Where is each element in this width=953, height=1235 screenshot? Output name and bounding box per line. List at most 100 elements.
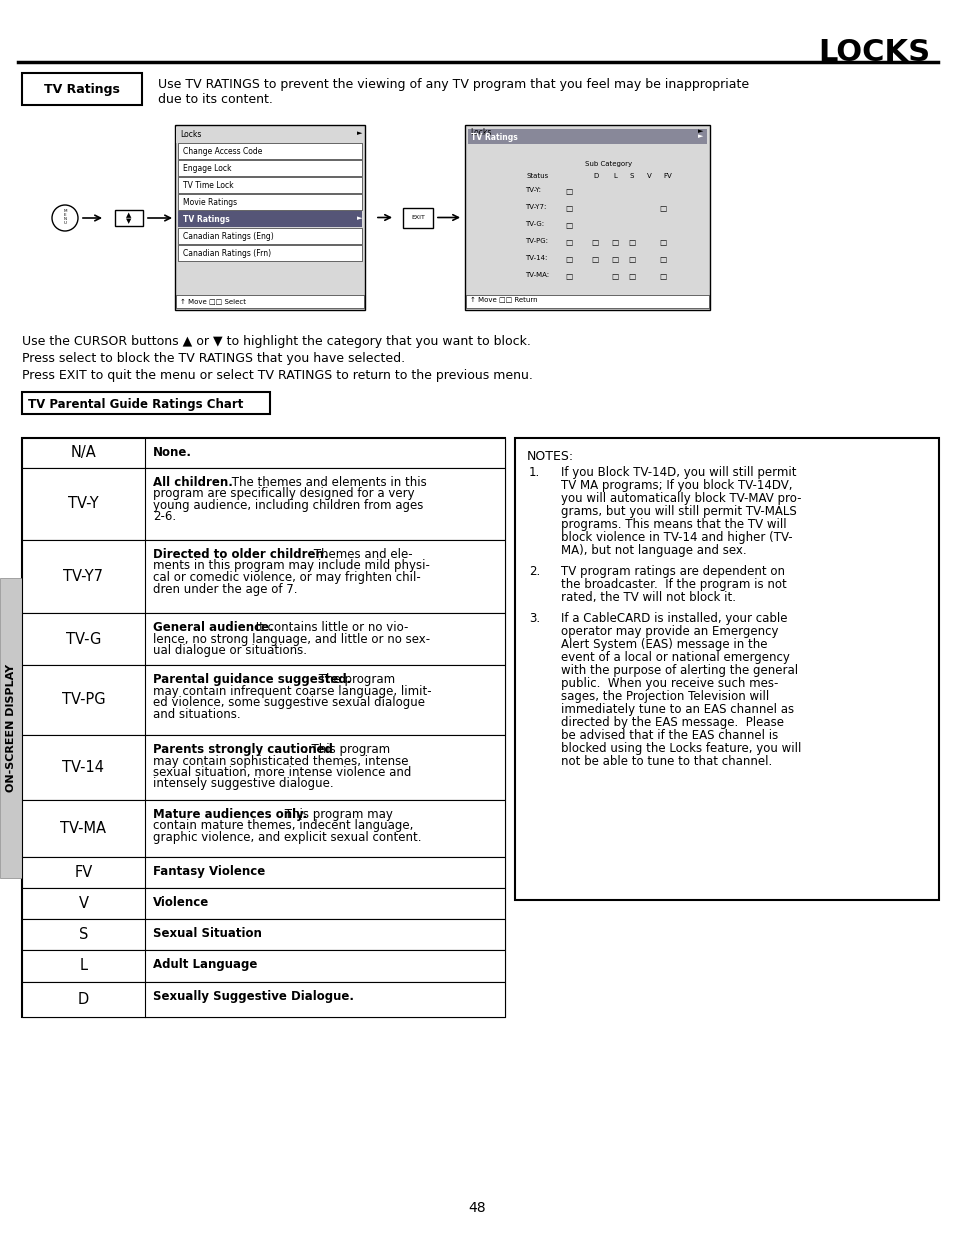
Text: due to its content.: due to its content. xyxy=(158,93,273,106)
Text: TV MA programs; If you block TV-14DV,: TV MA programs; If you block TV-14DV, xyxy=(560,479,792,492)
Text: 48: 48 xyxy=(468,1200,485,1215)
Text: NOTES:: NOTES: xyxy=(526,450,574,463)
Text: Locks: Locks xyxy=(470,128,491,137)
Text: □: □ xyxy=(590,238,598,247)
Text: The program: The program xyxy=(315,673,395,685)
Text: Sexual Situation: Sexual Situation xyxy=(152,927,262,940)
Text: TV Parental Guide Ratings Chart: TV Parental Guide Ratings Chart xyxy=(28,398,243,411)
Text: TV-Y7:: TV-Y7: xyxy=(524,204,546,210)
Text: Movie Ratings: Movie Ratings xyxy=(183,198,237,207)
Text: □: □ xyxy=(659,272,665,282)
Text: E: E xyxy=(64,212,67,217)
Bar xyxy=(178,211,361,227)
Text: lence, no strong language, and little or no sex-: lence, no strong language, and little or… xyxy=(152,632,430,646)
Bar xyxy=(22,888,504,919)
Text: □: □ xyxy=(610,272,618,282)
Text: young audience, including children from ages: young audience, including children from … xyxy=(152,499,423,513)
Text: U: U xyxy=(64,221,67,225)
Text: grams, but you will still permit TV-MALS: grams, but you will still permit TV-MALS xyxy=(560,505,796,517)
Text: L: L xyxy=(79,958,88,973)
Text: cal or comedic violence, or may frighten chil-: cal or comedic violence, or may frighten… xyxy=(152,571,420,584)
Text: N: N xyxy=(64,217,67,221)
Text: operator may provide an Emergency: operator may provide an Emergency xyxy=(560,625,778,638)
Text: S: S xyxy=(79,927,88,942)
Bar xyxy=(468,128,706,144)
Text: LOCKS: LOCKS xyxy=(817,38,929,67)
Text: □: □ xyxy=(610,254,618,264)
Text: . This program: . This program xyxy=(303,743,390,756)
Bar xyxy=(22,919,504,950)
Text: with the purpose of alerting the general: with the purpose of alerting the general xyxy=(560,664,798,677)
Text: TV Ratings: TV Ratings xyxy=(183,215,230,224)
Text: Directed to older children.: Directed to older children. xyxy=(152,548,328,561)
Text: blocked using the Locks feature, you will: blocked using the Locks feature, you wil… xyxy=(560,742,801,755)
Text: Engage Lock: Engage Lock xyxy=(183,164,232,173)
Text: ►: ► xyxy=(356,130,362,136)
Text: □: □ xyxy=(659,204,665,212)
Text: N/A: N/A xyxy=(71,446,96,461)
Bar xyxy=(178,194,361,210)
Bar xyxy=(402,207,433,227)
Text: Fantasy Violence: Fantasy Violence xyxy=(152,864,265,878)
Text: EXIT: EXIT xyxy=(411,215,424,220)
Text: directed by the EAS message.  Please: directed by the EAS message. Please xyxy=(560,716,783,729)
Text: V: V xyxy=(646,173,651,179)
Text: 2-6.: 2-6. xyxy=(152,510,176,524)
Text: □: □ xyxy=(564,272,572,282)
Text: intensely suggestive dialogue.: intensely suggestive dialogue. xyxy=(152,778,334,790)
Text: TV-PG: TV-PG xyxy=(62,693,105,708)
Text: TV Time Lock: TV Time Lock xyxy=(183,182,233,190)
Text: ↑ Move □□ Return: ↑ Move □□ Return xyxy=(470,296,537,303)
Text: L: L xyxy=(613,173,617,179)
Text: ed violence, some suggestive sexual dialogue: ed violence, some suggestive sexual dial… xyxy=(152,697,424,709)
Text: event of a local or national emergency: event of a local or national emergency xyxy=(560,651,789,664)
Bar xyxy=(22,664,504,735)
Text: contain mature themes, indecent language,: contain mature themes, indecent language… xyxy=(152,820,413,832)
Text: ments in this program may include mild physi-: ments in this program may include mild p… xyxy=(152,559,430,573)
Text: General audience.: General audience. xyxy=(152,621,274,634)
Bar xyxy=(515,438,938,900)
Bar xyxy=(178,161,361,177)
Text: TV-14:: TV-14: xyxy=(524,254,547,261)
Text: □: □ xyxy=(610,238,618,247)
Text: ►: ► xyxy=(356,215,362,221)
Text: graphic violence, and explicit sexual content.: graphic violence, and explicit sexual co… xyxy=(152,831,421,844)
Bar xyxy=(175,295,364,308)
Bar xyxy=(22,735,504,800)
Text: The themes and elements in this: The themes and elements in this xyxy=(228,475,427,489)
Text: TV-Y: TV-Y xyxy=(68,496,99,511)
Text: ▲: ▲ xyxy=(126,211,132,217)
Text: This program may: This program may xyxy=(280,808,392,821)
Text: Change Access Code: Change Access Code xyxy=(183,147,262,156)
Text: □: □ xyxy=(564,204,572,212)
Text: dren under the age of 7.: dren under the age of 7. xyxy=(152,583,297,595)
Bar xyxy=(115,210,143,226)
Text: Press EXIT to quit the menu or select TV RATINGS to return to the previous menu.: Press EXIT to quit the menu or select TV… xyxy=(22,369,533,382)
Text: may contain infrequent coarse language, limit-: may contain infrequent coarse language, … xyxy=(152,684,431,698)
Text: sexual situation, more intense violence and: sexual situation, more intense violence … xyxy=(152,766,411,779)
Text: Press select to block the TV RATINGS that you have selected.: Press select to block the TV RATINGS tha… xyxy=(22,352,405,366)
Text: All children.: All children. xyxy=(152,475,233,489)
Text: the broadcaster.  If the program is not: the broadcaster. If the program is not xyxy=(560,578,786,592)
Text: TV-G:: TV-G: xyxy=(524,221,543,227)
Text: ►: ► xyxy=(698,128,702,135)
Bar xyxy=(22,73,142,105)
Bar xyxy=(178,177,361,193)
Text: Use TV RATINGS to prevent the viewing of any TV program that you feel may be ina: Use TV RATINGS to prevent the viewing of… xyxy=(158,78,748,91)
Text: Sub Category: Sub Category xyxy=(584,161,632,167)
Text: FV: FV xyxy=(74,864,92,881)
Text: None.: None. xyxy=(152,446,192,459)
Text: Adult Language: Adult Language xyxy=(152,958,257,971)
Bar xyxy=(178,245,361,261)
Text: Violence: Violence xyxy=(152,897,209,909)
Text: □: □ xyxy=(564,238,572,247)
Bar xyxy=(22,438,504,1016)
Bar xyxy=(0,578,22,878)
Text: TV-Y7: TV-Y7 xyxy=(64,569,103,584)
Text: ual dialogue or situations.: ual dialogue or situations. xyxy=(152,643,307,657)
Text: you will automatically block TV-MAV pro-: you will automatically block TV-MAV pro- xyxy=(560,492,801,505)
Text: Alert System (EAS) message in the: Alert System (EAS) message in the xyxy=(560,638,767,651)
Text: be advised that if the EAS channel is: be advised that if the EAS channel is xyxy=(560,729,778,742)
Text: It contains little or no vio-: It contains little or no vio- xyxy=(252,621,408,634)
Bar xyxy=(464,125,709,310)
